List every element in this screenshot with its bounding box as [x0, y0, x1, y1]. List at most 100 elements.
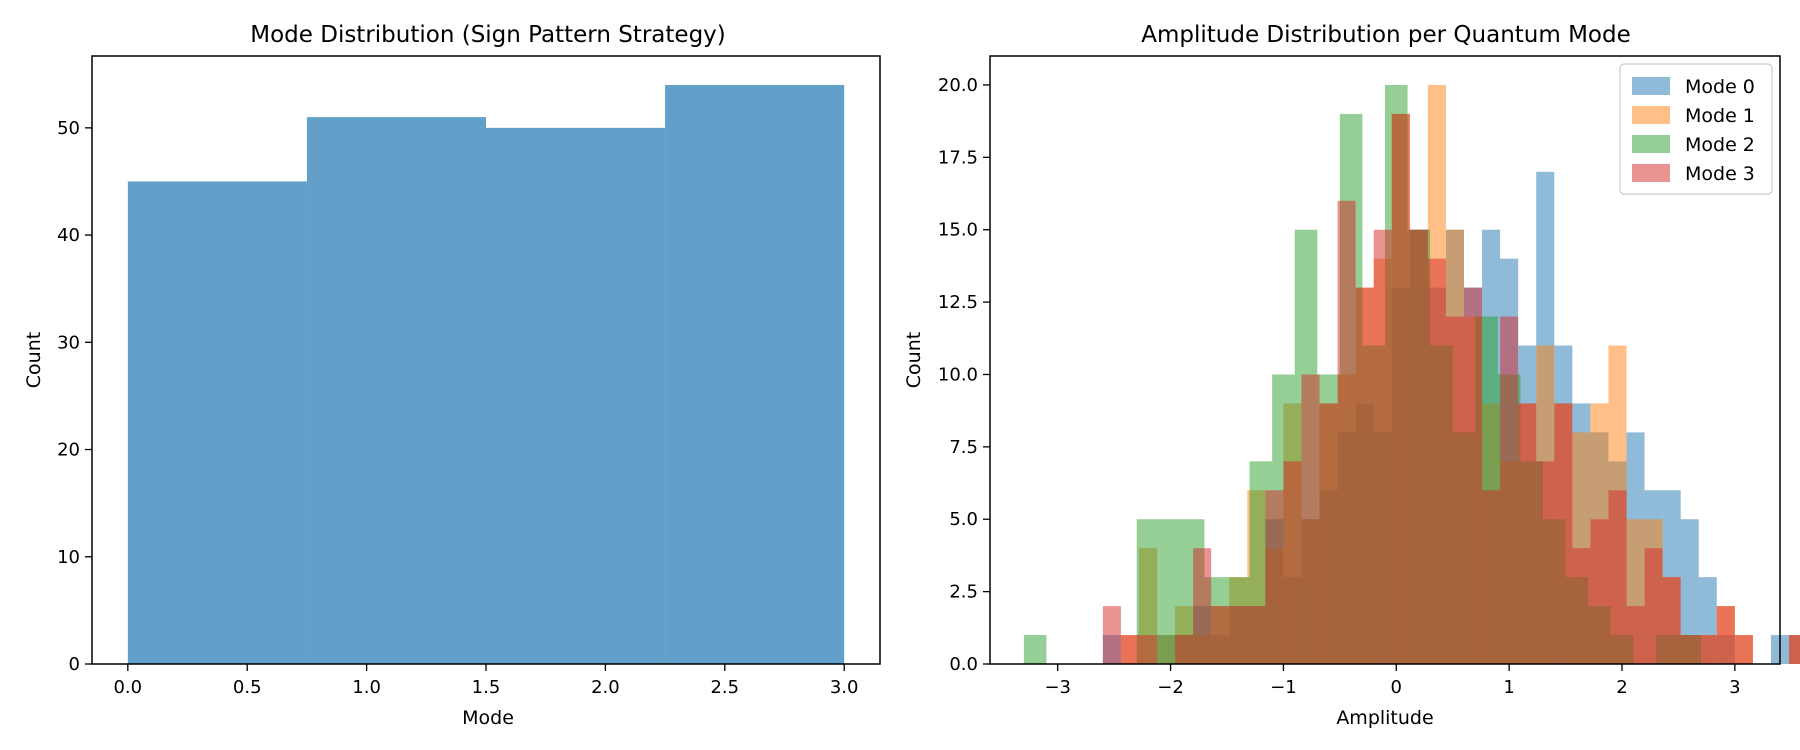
histogram-bar	[1500, 316, 1519, 664]
histogram-bar	[1572, 548, 1591, 664]
histogram-bar	[1644, 548, 1663, 664]
histogram-bar	[1680, 519, 1699, 664]
legend-label: Mode 3	[1685, 163, 1755, 185]
legend-label: Mode 1	[1685, 105, 1755, 127]
x-tick-label: 0	[1391, 677, 1402, 698]
histogram-bar	[1427, 258, 1446, 664]
histogram-bar	[1536, 461, 1555, 664]
histogram-bar	[1337, 200, 1356, 664]
histogram-bar	[1482, 490, 1501, 664]
x-tick-label: 1.5	[472, 677, 501, 698]
histogram-bar	[1247, 606, 1266, 664]
histogram-bar	[1698, 635, 1717, 664]
x-tick-label: 0.0	[113, 677, 142, 698]
y-tick-label: 10.0	[938, 364, 978, 385]
chart2-bars	[1023, 84, 1800, 665]
histogram-bar	[127, 181, 307, 664]
histogram-bar	[1789, 635, 1800, 664]
legend-swatch	[1632, 77, 1670, 95]
histogram-bar	[1229, 606, 1248, 664]
histogram-bar	[1409, 229, 1428, 664]
histogram-bar	[1120, 635, 1139, 664]
histogram-bar	[1138, 635, 1158, 664]
legend-swatch	[1632, 106, 1670, 124]
chart1-title: Mode Distribution (Sign Pattern Strategy…	[250, 22, 726, 48]
y-tick-label: 5.0	[949, 509, 978, 530]
histogram-bar	[1136, 519, 1160, 664]
histogram-bar	[1355, 287, 1374, 664]
chart2-x-label: Amplitude	[1336, 707, 1433, 729]
x-tick-label: 3.0	[830, 677, 859, 698]
histogram-bar	[1518, 403, 1537, 664]
histogram-bar	[1734, 635, 1753, 664]
y-tick-label: 12.5	[938, 292, 978, 313]
histogram-bar	[1265, 490, 1284, 664]
histogram-bar	[1319, 403, 1338, 664]
y-tick-label: 17.5	[938, 147, 978, 168]
histogram-bar	[1464, 287, 1483, 664]
y-tick-label: 7.5	[949, 437, 978, 458]
chart1-y-ticks: 0 10 20 30 40 50	[57, 118, 92, 675]
x-tick-label: 2.0	[591, 677, 620, 698]
histogram-bar	[1445, 316, 1464, 664]
legend-label: Mode 0	[1685, 76, 1755, 98]
x-tick-label: 0.5	[233, 677, 262, 698]
x-tick-label: −3	[1044, 677, 1071, 698]
histogram-bar	[1211, 606, 1230, 664]
histogram-bar	[1554, 403, 1573, 664]
histogram-bar	[1716, 606, 1735, 664]
legend-box	[1619, 63, 1773, 195]
histogram-bar	[1193, 548, 1212, 664]
histogram-bar	[1159, 519, 1182, 664]
chart2-y-label: Count	[903, 332, 925, 388]
series-mode-3	[1102, 113, 1800, 664]
histogram-bar	[1373, 229, 1392, 664]
mode-distribution-chart: Mode Distribution (Sign Pattern Strategy…	[23, 22, 881, 729]
histogram-bar	[1283, 461, 1302, 664]
y-tick-label: 15.0	[938, 220, 978, 241]
histogram-bar	[1175, 635, 1194, 664]
histogram-bar	[1662, 577, 1681, 664]
histogram-bar	[1023, 635, 1047, 664]
histogram-bar	[1680, 635, 1699, 664]
chart1-y-label: Count	[23, 332, 45, 388]
legend-swatch	[1632, 164, 1670, 182]
x-tick-label: 2	[1616, 677, 1627, 698]
chart1-x-label: Mode	[462, 707, 514, 729]
y-tick-label: 50	[57, 118, 80, 139]
histogram-bar	[1301, 374, 1320, 664]
histogram-bar	[486, 127, 666, 665]
chart1-x-ticks: 0.0 0.5 1.0 1.5 2.0 2.5 3.0	[113, 664, 859, 698]
y-tick-label: 0	[69, 654, 80, 675]
chart2-axes-frame	[989, 55, 1781, 665]
x-tick-label: 1.0	[352, 677, 381, 698]
x-tick-label: −1	[1270, 677, 1297, 698]
histogram-bar	[1626, 606, 1645, 664]
chart2-legend: Mode 0 Mode 1 Mode 2 Mode 3	[1619, 63, 1773, 195]
chart2-x-ticks: −3 −2 −1 0 1 2 3	[1044, 664, 1741, 698]
chart2-y-ticks: 0.0 2.5 5.0 7.5 10.0 12.5 15.0 17.5 20.0	[938, 75, 990, 675]
x-tick-label: −2	[1157, 677, 1184, 698]
y-tick-label: 20.0	[938, 75, 978, 96]
legend-label: Mode 2	[1685, 134, 1755, 156]
y-tick-label: 40	[57, 225, 80, 246]
y-tick-label: 10	[57, 547, 80, 568]
x-tick-label: 1	[1503, 677, 1514, 698]
y-tick-label: 20	[57, 440, 80, 461]
legend-swatch	[1632, 135, 1670, 153]
chart2-title: Amplitude Distribution per Quantum Mode	[1141, 22, 1631, 48]
x-tick-label: 3	[1729, 677, 1740, 698]
histogram-bar	[1102, 606, 1121, 664]
histogram-bar	[306, 117, 486, 664]
y-tick-label: 0.0	[949, 654, 978, 675]
y-tick-label: 30	[57, 332, 80, 353]
x-tick-label: 2.5	[710, 677, 739, 698]
histogram-bar	[1391, 113, 1410, 664]
histogram-bar	[1590, 519, 1609, 664]
amplitude-distribution-chart: Amplitude Distribution per Quantum Mode …	[903, 22, 1800, 729]
histogram-bar	[665, 84, 845, 664]
chart1-bars	[127, 84, 845, 665]
histogram-bar	[1608, 490, 1627, 664]
y-tick-label: 2.5	[949, 582, 978, 603]
